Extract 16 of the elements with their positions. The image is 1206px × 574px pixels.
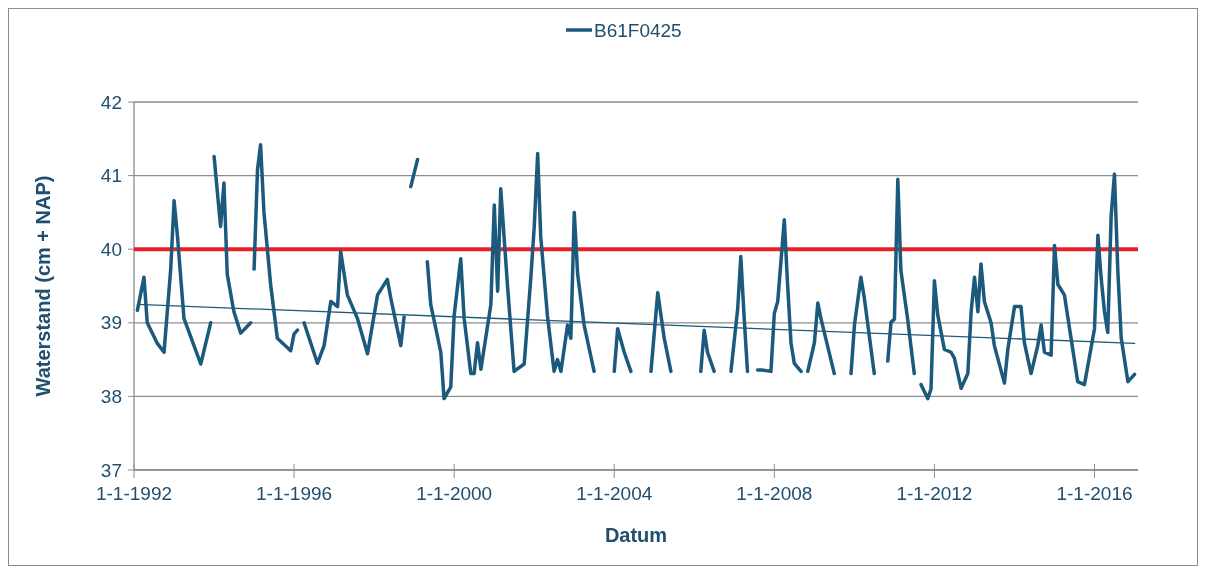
y-tick-label: 41 — [100, 165, 122, 187]
x-tick-label: 1-1-1992 — [95, 483, 173, 504]
x-tick-label: 1-1-2016 — [1056, 483, 1133, 504]
x-axis-title: Datum — [604, 524, 668, 546]
y-tick-label: 38 — [100, 386, 122, 408]
legend-label: B61F0425 — [594, 19, 682, 41]
x-tick-label: 1-1-2004 — [576, 483, 653, 504]
x-tick-label: 1-1-1996 — [256, 483, 333, 504]
x-tick-label: 1-1-2000 — [416, 483, 493, 504]
y-tick-label: 37 — [100, 459, 122, 481]
x-tick-label: 1-1-2008 — [736, 483, 813, 504]
y-tick-label: 39 — [100, 312, 122, 334]
y-tick-label: 40 — [100, 238, 122, 260]
y-tick-label: 42 — [100, 91, 122, 113]
y-axis-title: Waterstand (cm + NAP) — [32, 175, 54, 397]
x-tick-label: 1-1-2012 — [896, 483, 973, 504]
